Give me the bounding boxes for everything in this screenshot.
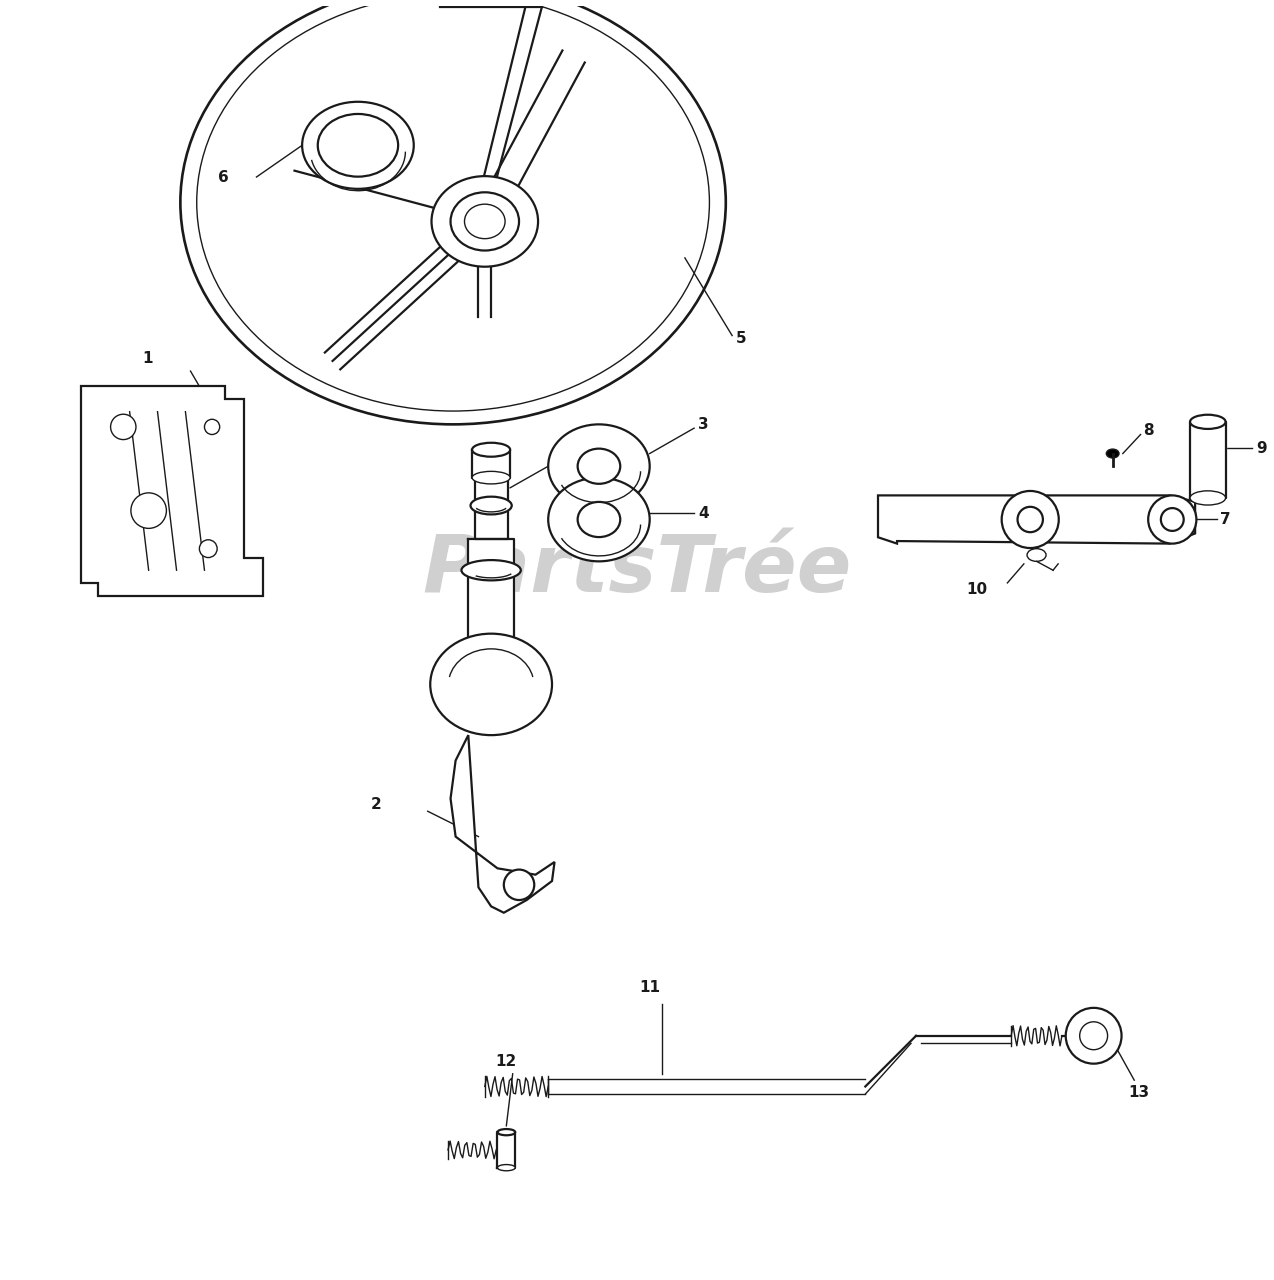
Circle shape — [200, 540, 217, 558]
Text: 10: 10 — [967, 582, 987, 596]
Ellipse shape — [497, 1165, 515, 1171]
Text: 11: 11 — [640, 980, 660, 995]
Ellipse shape — [473, 471, 510, 484]
Polygon shape — [82, 387, 262, 595]
Ellipse shape — [1190, 490, 1226, 506]
Ellipse shape — [1018, 507, 1043, 532]
Text: PartsTrée: PartsTrée — [422, 531, 852, 609]
Circle shape — [204, 420, 219, 434]
Polygon shape — [473, 449, 510, 477]
Text: 3: 3 — [698, 417, 708, 431]
Text: 5: 5 — [736, 330, 747, 346]
Ellipse shape — [1190, 415, 1226, 429]
Circle shape — [111, 415, 136, 439]
Text: 7: 7 — [1220, 512, 1231, 527]
Ellipse shape — [1066, 1007, 1121, 1064]
Ellipse shape — [1148, 495, 1196, 544]
Text: 12: 12 — [496, 1053, 517, 1069]
Ellipse shape — [1161, 508, 1184, 531]
Ellipse shape — [470, 497, 512, 515]
Text: TM: TM — [1064, 517, 1084, 531]
Ellipse shape — [461, 561, 521, 580]
Ellipse shape — [473, 443, 510, 457]
Ellipse shape — [1106, 449, 1119, 458]
Text: 6: 6 — [218, 169, 229, 184]
Text: 13: 13 — [1127, 1085, 1149, 1101]
Text: 9: 9 — [1256, 442, 1266, 456]
Text: 2: 2 — [371, 797, 381, 813]
Ellipse shape — [302, 102, 414, 189]
Ellipse shape — [317, 114, 399, 177]
Polygon shape — [475, 477, 507, 539]
Polygon shape — [451, 735, 554, 913]
Text: 8: 8 — [1143, 424, 1154, 438]
Circle shape — [503, 869, 534, 900]
Ellipse shape — [465, 205, 505, 238]
Polygon shape — [469, 539, 513, 678]
Ellipse shape — [1027, 549, 1046, 562]
Text: 1: 1 — [143, 351, 153, 366]
Ellipse shape — [548, 425, 650, 508]
Ellipse shape — [1001, 492, 1059, 548]
Ellipse shape — [432, 177, 538, 266]
Polygon shape — [878, 495, 1195, 544]
Ellipse shape — [451, 192, 519, 251]
Text: 4: 4 — [698, 506, 708, 521]
Ellipse shape — [577, 502, 620, 538]
Ellipse shape — [548, 477, 650, 562]
Polygon shape — [1190, 422, 1226, 498]
Circle shape — [131, 493, 167, 529]
Ellipse shape — [577, 449, 620, 484]
Ellipse shape — [497, 1129, 515, 1135]
Ellipse shape — [431, 634, 552, 735]
Polygon shape — [497, 1132, 515, 1167]
